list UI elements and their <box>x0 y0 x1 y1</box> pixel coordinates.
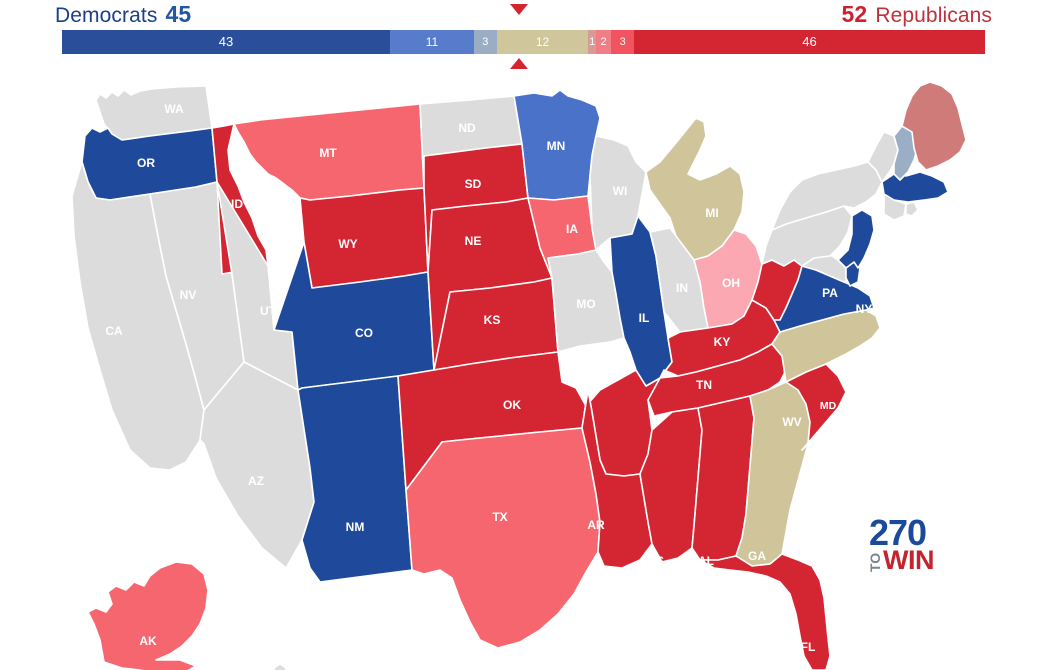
state-label-sc: SC <box>803 524 820 538</box>
state-nm[interactable]: New Mexico <box>297 375 413 583</box>
state-label-va: VA <box>833 438 849 452</box>
seat-segment-toss-up[interactable]: 12 <box>496 30 589 54</box>
logo-to-text: TO <box>867 552 883 572</box>
state-label-nj: NJ <box>859 364 873 376</box>
state-tn[interactable]: Tennessee <box>647 343 787 417</box>
state-mt[interactable]: Montana <box>233 103 425 201</box>
state-mn[interactable]: Minnesota <box>513 89 601 201</box>
state-wy[interactable]: Wyoming <box>299 187 429 289</box>
270towin-logo: 270 TO WIN <box>867 512 949 578</box>
seat-count-header: Democrats 45 52 Republicans 43 11 3 12 1 2 3 46 <box>0 0 1050 70</box>
state-label-ma: MA <box>923 310 940 322</box>
state-ma[interactable]: Massachusetts <box>881 171 949 203</box>
state-tx[interactable]: Texas <box>405 427 601 649</box>
state-label-ri: RI <box>908 324 919 336</box>
seat-distribution-bar[interactable]: 43 11 3 12 1 2 3 46 <box>62 30 985 54</box>
state-sc[interactable]: South Carolina <box>785 363 847 451</box>
democrat-seat-count: 45 <box>165 1 192 27</box>
seat-segment-lean-democrat[interactable]: 3 <box>473 30 497 54</box>
seat-segment-likely-republican[interactable]: 2 <box>595 30 612 54</box>
majority-marker-bottom-icon <box>510 58 528 69</box>
seat-segment-likely-democrat[interactable]: 11 <box>390 30 474 54</box>
map-container[interactable]: WashingtonOregonCaliforniaNevadaIdahoUta… <box>0 70 1050 670</box>
logo-270-text: 270 <box>869 512 927 553</box>
us-senate-map-svg[interactable]: WashingtonOregonCaliforniaNevadaIdahoUta… <box>0 70 1050 670</box>
state-wi[interactable]: Wisconsin <box>589 135 647 251</box>
state-label-la: LA <box>590 598 606 612</box>
state-ri[interactable]: Rhode Island <box>905 201 919 217</box>
republican-party-label: Republicans <box>875 4 992 27</box>
state-hi[interactable]: Hawaii <box>273 663 287 670</box>
state-label-nh: NH <box>905 282 920 294</box>
seat-segment-solid-republican-light[interactable]: 3 <box>611 30 635 54</box>
state-nj[interactable]: New Jersey <box>837 209 875 269</box>
state-fl[interactable]: Florida <box>699 553 831 670</box>
democrat-party-label: Democrats <box>55 4 158 27</box>
state-me[interactable]: Maine <box>901 81 967 171</box>
republican-seat-count: 52 <box>841 1 868 27</box>
seat-segment-solid-republican[interactable]: 46 <box>634 30 985 54</box>
state-label-nc: NC <box>831 482 849 496</box>
majority-marker-top-icon <box>510 4 528 15</box>
state-label-me: ME <box>928 224 946 238</box>
republican-total: 52 Republicans <box>842 2 992 28</box>
seat-segment-solid-democrat[interactable]: 43 <box>62 30 390 54</box>
logo-win-text: WIN <box>883 545 934 575</box>
democrat-total: Democrats 45 <box>55 2 191 28</box>
state-label-ct: CT <box>890 331 905 343</box>
seat-segment-lean-republican[interactable]: 1 <box>588 30 596 54</box>
state-label-vt: VT <box>887 266 901 278</box>
state-label-de: DE <box>846 408 861 420</box>
state-ak[interactable]: Alaska <box>87 561 209 670</box>
